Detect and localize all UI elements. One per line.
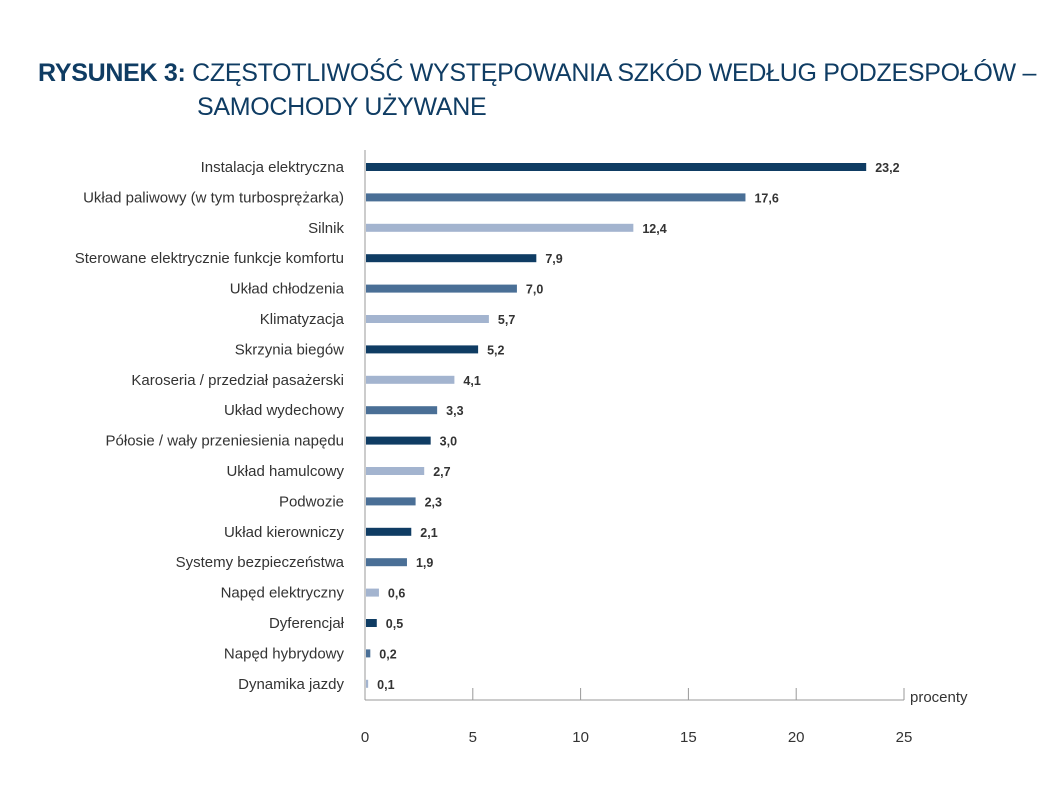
bar <box>366 619 377 627</box>
bar <box>366 467 425 475</box>
category-label: Silnik <box>308 220 344 237</box>
category-label: Systemy bezpieczeństwa <box>176 554 345 571</box>
value-label: 5,7 <box>498 313 515 327</box>
category-label: Układ kierowniczy <box>224 524 345 541</box>
value-label: 0,6 <box>388 587 405 601</box>
value-label: 3,0 <box>440 435 457 449</box>
bar <box>366 345 479 354</box>
value-label: 5,2 <box>487 343 504 357</box>
bar <box>366 649 371 658</box>
category-label: Karoseria / przedział pasażerski <box>131 372 344 389</box>
category-label: Dyferencjał <box>269 615 345 632</box>
x-axis-label: procenty <box>910 689 968 706</box>
category-label: Klimatyzacja <box>260 311 345 328</box>
category-label: Podwozie <box>279 493 344 510</box>
bar <box>366 284 517 293</box>
value-label: 2,7 <box>433 465 450 479</box>
title-line1: CZĘSTOTLIWOŚĆ WYSTĘPOWANIA SZKÓD WEDŁUG … <box>192 59 1037 87</box>
bar <box>366 558 407 567</box>
category-label: Napęd hybrydowy <box>224 645 345 662</box>
bar <box>366 679 369 688</box>
bar <box>366 163 867 171</box>
bar <box>366 588 379 597</box>
bar <box>366 436 431 445</box>
chart-title: RYSUNEK 3: CZĘSTOTLIWOŚĆ WYSTĘPOWANIA SZ… <box>38 56 1037 121</box>
category-label: Sterowane elektrycznie funkcje komfortu <box>75 250 344 267</box>
category-label: Półosie / wały przeniesienia napędu <box>106 433 344 450</box>
x-tick-label: 25 <box>896 729 913 746</box>
category-label: Instalacja elektryczna <box>201 159 345 176</box>
value-label: 7,9 <box>545 252 562 266</box>
category-label: Układ paliwowy (w tym turbosprężarka) <box>83 189 344 206</box>
bar <box>366 315 489 323</box>
bar <box>366 406 438 415</box>
bar <box>366 223 634 232</box>
x-tick-label: 10 <box>572 729 589 746</box>
bar <box>366 375 455 384</box>
value-label: 2,1 <box>420 526 437 540</box>
value-label: 1,9 <box>416 556 433 570</box>
category-label: Dynamika jazdy <box>238 676 344 693</box>
value-label: 7,0 <box>526 283 543 297</box>
category-label: Napęd elektryczny <box>221 585 345 602</box>
category-label: Skrzynia biegów <box>235 341 344 358</box>
value-label: 0,1 <box>377 678 394 692</box>
value-label: 2,3 <box>425 495 442 509</box>
value-label: 0,5 <box>386 617 403 631</box>
bar <box>366 527 412 536</box>
x-tick-label: 15 <box>680 729 697 746</box>
x-tick-label: 0 <box>361 729 369 746</box>
value-label: 3,3 <box>446 404 463 418</box>
x-tick-label: 5 <box>469 729 477 746</box>
bar <box>366 497 416 506</box>
title-line2: SAMOCHODY UŻYWANE <box>197 93 487 121</box>
value-label: 17,6 <box>754 191 778 205</box>
bar <box>366 193 746 202</box>
category-label: Układ wydechowy <box>224 402 345 419</box>
category-label: Układ chłodzenia <box>230 281 345 298</box>
value-label: 12,4 <box>642 222 666 236</box>
x-tick-label: 20 <box>788 729 805 746</box>
value-label: 23,2 <box>875 161 899 175</box>
category-label: Układ hamulcowy <box>226 463 344 480</box>
title-prefix: RYSUNEK 3: <box>38 59 186 87</box>
bar <box>366 254 537 263</box>
value-label: 0,2 <box>379 647 396 661</box>
value-label: 4,1 <box>463 374 480 388</box>
